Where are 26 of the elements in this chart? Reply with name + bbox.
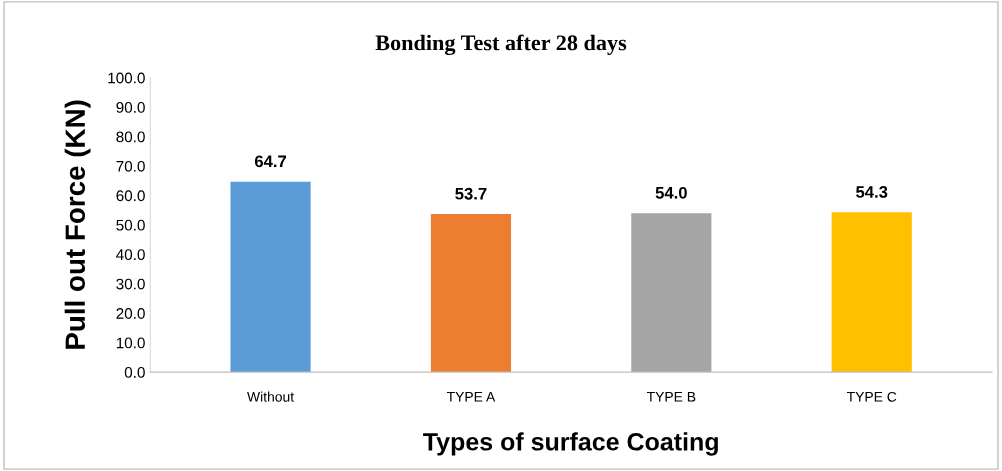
- y-tick-label: 70.0: [116, 160, 145, 172]
- bar: [631, 213, 712, 373]
- bar: [230, 181, 311, 373]
- x-tick-label: TYPE C: [846, 391, 897, 402]
- y-tick-label: 90.0: [116, 102, 145, 113]
- data-label: 53.7: [455, 187, 487, 200]
- bar: [430, 214, 512, 373]
- data-label: 54.3: [856, 186, 888, 198]
- y-tick-label: 100.0: [108, 72, 145, 84]
- y-tick-label: 40.0: [116, 249, 145, 261]
- y-tick-label: 20.0: [116, 308, 145, 319]
- x-tick-label: TYPE A: [446, 392, 496, 402]
- y-tick-label: 80.0: [116, 131, 145, 143]
- data-label: 64.7: [254, 155, 287, 168]
- chart-title: Bonding Test after 28 days: [375, 34, 627, 56]
- bar: [831, 212, 912, 373]
- y-tick-label: 10.0: [116, 337, 145, 349]
- x-tick-label: TYPE B: [646, 392, 696, 402]
- y-tick-label: 50.0: [116, 219, 145, 231]
- y-axis-title: Pull out Force (KN): [64, 100, 91, 349]
- y-tick-label: 0.0: [124, 366, 145, 378]
- y-tick-label: 30.0: [116, 278, 145, 290]
- x-tick-label: Without: [247, 391, 294, 402]
- x-axis-title: Types of surface Coating: [423, 432, 718, 456]
- y-tick-label: 60.0: [116, 190, 145, 202]
- data-label: 54.0: [655, 186, 687, 199]
